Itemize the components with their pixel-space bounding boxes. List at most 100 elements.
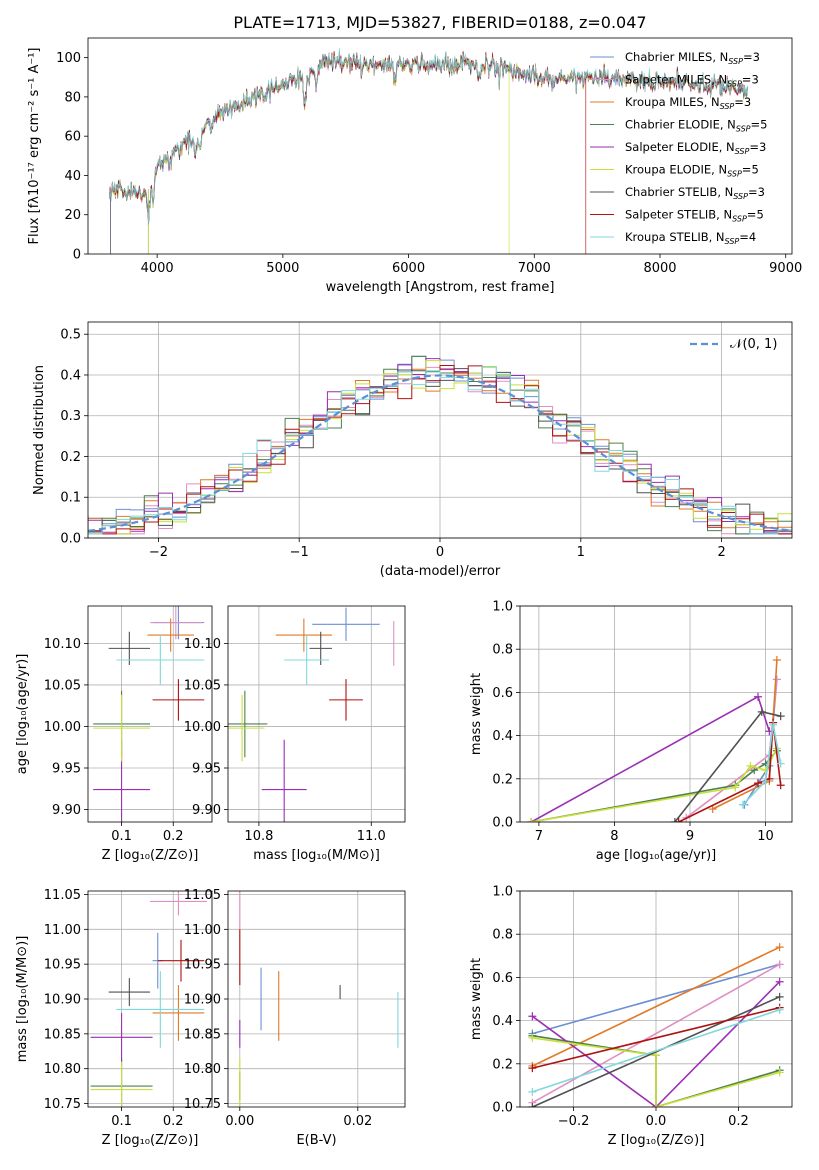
y-tick-label: 10.10 — [44, 637, 81, 652]
mass-weight-line — [532, 963, 780, 1104]
mass-weight-marker — [761, 776, 770, 785]
gridlines — [88, 891, 212, 1107]
legend-entry: Salpeter ELODIE, NSSP=3 — [625, 140, 766, 156]
legend-entry: 𝒩(0, 1) — [730, 337, 777, 352]
plot-area — [228, 607, 395, 822]
mass-vs-metallicity-panel: 0.1 0.2 10.75 10.80 10.85 10.90 10.95 11.00 11.0… — [15, 888, 213, 1148]
y-tick-label: 10.05 — [44, 678, 81, 693]
mass-weight-marker — [775, 1005, 784, 1014]
x-tick-label: 0.0 — [646, 1114, 667, 1129]
mass-weight-marker — [731, 783, 740, 792]
x-tick-label: 8 — [610, 829, 618, 844]
y-tick-label: 1.0 — [492, 885, 513, 900]
mass-weight-line — [531, 748, 778, 822]
mass-weight-marker — [528, 1087, 537, 1096]
errorbar-point — [150, 891, 207, 916]
mass-weight-marker — [775, 943, 784, 952]
y-tick-label: 0.8 — [492, 643, 513, 658]
y-tick-label: 10.75 — [44, 1097, 81, 1112]
age-vs-mass-panel: 10.8 11.0 9.90 9.95 10.00 10.05 10.10 mass [log… — [184, 605, 406, 863]
errorbar-point — [93, 694, 150, 762]
y-tick-label: 20 — [64, 208, 81, 223]
mass-weight-marker — [775, 1068, 784, 1077]
axes-frame — [87, 321, 793, 539]
legend-entry: Chabrier MILES, NSSP=3 — [625, 50, 760, 66]
errorbar-point — [261, 739, 307, 822]
y-tick-label: 0.6 — [492, 971, 513, 986]
plot-area — [528, 943, 784, 1107]
spectrum-panel: 4000 5000 6000 7000 8000 9000 0 20 40 60 80 100 wave… — [27, 37, 802, 295]
x-axis-label: wavelength [Angstrom, rest frame] — [326, 280, 555, 295]
y-axis-label: mass weight — [469, 958, 484, 1040]
y-axis-label: Normed distribution — [32, 365, 47, 495]
x-axis-label: E(B-V) — [296, 1133, 336, 1148]
mass-weight-line — [532, 1009, 780, 1093]
mass-weight-line — [742, 724, 782, 806]
errorbar-point — [228, 690, 268, 758]
y-tick-label: 9.95 — [192, 762, 221, 777]
y-tick-label: 10.75 — [184, 1097, 221, 1112]
mass-weight-marker — [528, 1012, 537, 1021]
y-tick-label: 40 — [64, 169, 81, 184]
mass-weight-marker — [775, 977, 784, 986]
axes-frame — [87, 37, 793, 255]
plot-area — [88, 355, 792, 535]
residual-histogram — [88, 368, 792, 535]
errorbar-point — [284, 635, 330, 685]
y-tick-label: 0.4 — [492, 729, 513, 744]
residual-histogram — [88, 366, 792, 535]
gridlines — [228, 606, 405, 822]
mass-weight-marker — [775, 992, 784, 1001]
axes-frame — [227, 605, 406, 823]
y-tick-label: 9.95 — [52, 762, 81, 777]
errorbar-point — [108, 631, 150, 665]
mass-weight-line — [674, 710, 781, 822]
x-tick-label: 7000 — [518, 261, 551, 276]
y-tick-label: 10.85 — [44, 1027, 81, 1042]
x-tick-label: −0.2 — [558, 1114, 590, 1129]
normal-curve — [88, 374, 792, 532]
x-tick-label: 9 — [686, 829, 694, 844]
x-tick-label: 0.1 — [111, 1114, 132, 1129]
spectrum-line — [109, 47, 748, 225]
y-tick-label: 11.05 — [44, 888, 81, 903]
mass-weight-marker — [738, 800, 747, 809]
mass-weight-marker — [528, 1064, 537, 1073]
errorbar-point — [309, 631, 332, 665]
y-tick-label: 0.4 — [492, 1014, 513, 1029]
errorbar-point — [157, 939, 205, 982]
y-tick-label: 0.5 — [60, 328, 81, 343]
y-tick-label: 60 — [64, 130, 81, 145]
y-axis-label: Flux [fλ10⁻¹⁷ erg cm⁻² s⁻¹ A⁻¹] — [27, 48, 42, 245]
legend-entry: Chabrier STELIB, NSSP=3 — [625, 185, 765, 201]
axes-frame — [519, 605, 793, 823]
y-tick-label: 80 — [64, 90, 81, 105]
mass-weight-marker — [708, 805, 717, 814]
x-tick-label: 8000 — [643, 261, 676, 276]
plot-area — [90, 891, 207, 1107]
x-tick-label: 4000 — [141, 261, 174, 276]
mass-weight-marker — [674, 818, 683, 822]
y-tick-label: 10.90 — [184, 993, 221, 1008]
y-axis-label: mass [log₁₀(M/M⊙)] — [15, 936, 30, 1063]
axes-frame — [87, 890, 213, 1108]
x-tick-label: 0.1 — [111, 829, 132, 844]
y-tick-label: 11.00 — [44, 923, 81, 938]
gridlines — [228, 891, 405, 1107]
mass-weight-marker — [776, 759, 785, 768]
gridlines — [88, 322, 792, 539]
errorbar-point — [147, 618, 194, 652]
axes-frame — [227, 890, 406, 1108]
y-tick-label: 0.0 — [492, 1101, 513, 1116]
mass-weight-marker — [754, 779, 762, 788]
mass-weight-line — [530, 695, 771, 822]
mass-weight-marker — [528, 1033, 537, 1042]
axes-frame — [87, 605, 213, 823]
y-tick-label: 10.00 — [184, 720, 221, 735]
legend-entry: Kroupa MILES, NSSP=3 — [625, 95, 751, 111]
x-axis-label: (data-model)/error — [380, 564, 501, 579]
plot-area — [239, 891, 399, 1107]
x-tick-label: 2 — [717, 545, 725, 560]
mass-weight-line — [532, 996, 780, 1107]
